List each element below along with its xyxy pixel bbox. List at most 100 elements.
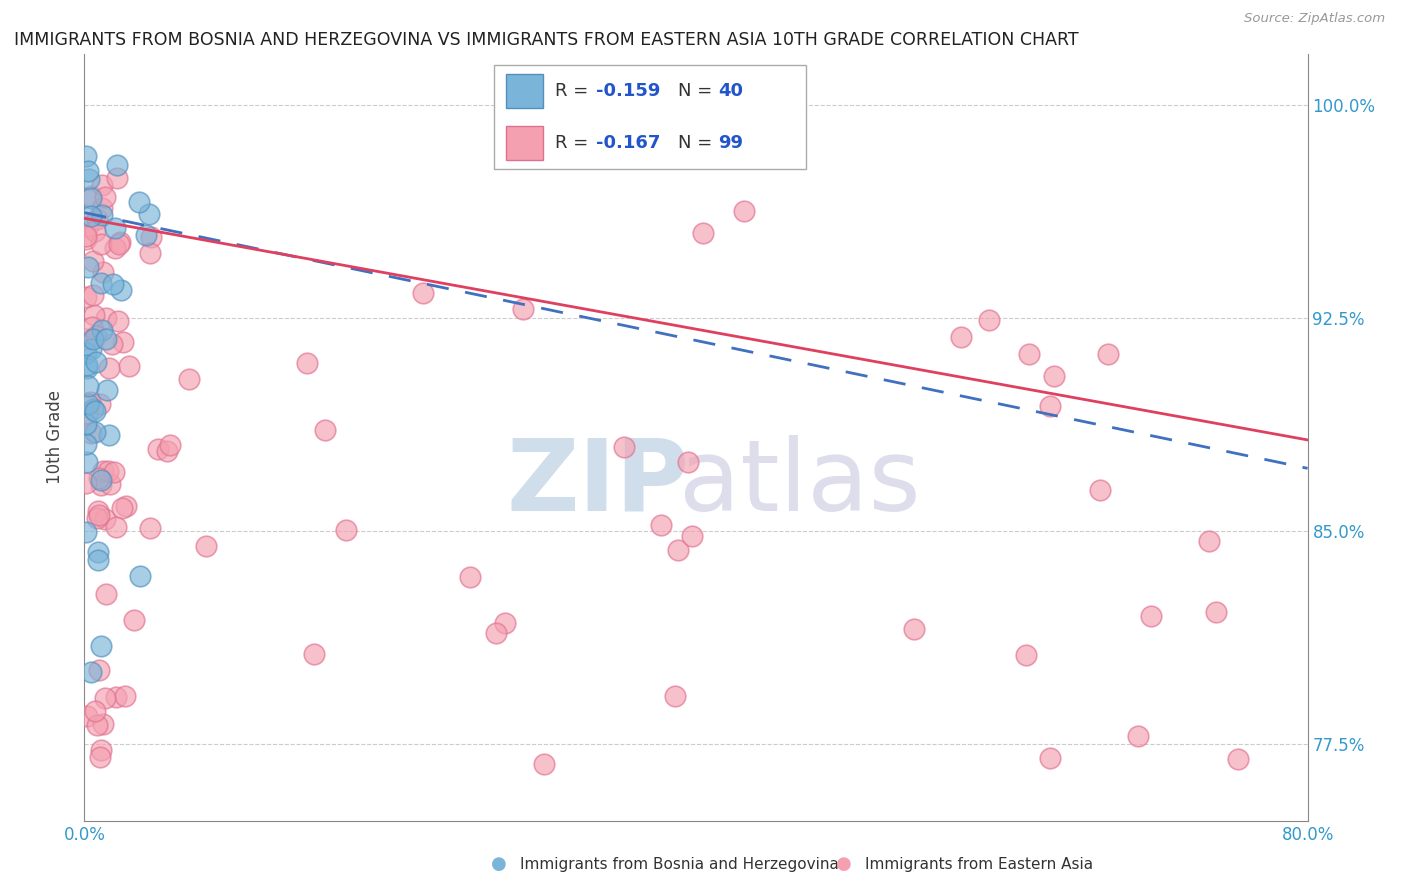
Point <box>1198 534 1220 549</box>
Point <box>128 569 150 583</box>
Point <box>666 543 689 558</box>
Point <box>90 208 112 222</box>
Point <box>87 545 110 559</box>
Point <box>98 361 121 376</box>
Point <box>89 471 111 485</box>
Text: Immigrants from Eastern Asia: Immigrants from Eastern Asia <box>865 857 1092 871</box>
Point <box>75 149 97 163</box>
Point <box>138 521 160 535</box>
Point <box>77 163 100 178</box>
Point <box>1043 369 1066 384</box>
Point <box>90 743 112 757</box>
Point <box>75 437 97 451</box>
Point <box>79 395 101 409</box>
Text: ZIP: ZIP <box>506 434 689 532</box>
Point <box>664 689 686 703</box>
Point <box>114 690 136 704</box>
FancyBboxPatch shape <box>506 126 543 160</box>
Point <box>90 473 112 487</box>
Point <box>83 224 105 238</box>
Point <box>295 356 318 370</box>
Point <box>75 332 97 346</box>
Point <box>75 476 97 491</box>
Point <box>93 691 115 706</box>
Point <box>79 426 101 441</box>
Text: atlas: atlas <box>679 434 921 532</box>
Point <box>1226 752 1249 766</box>
Point <box>94 332 117 346</box>
Point <box>108 235 131 249</box>
Point <box>97 464 120 478</box>
Point <box>110 284 132 298</box>
Point <box>80 319 103 334</box>
Point <box>83 704 105 718</box>
Point <box>950 330 973 344</box>
Point <box>77 396 100 410</box>
Point <box>76 361 98 376</box>
Point <box>302 647 325 661</box>
Point <box>1015 648 1038 662</box>
Point <box>94 310 117 325</box>
Point <box>82 253 104 268</box>
Point <box>314 423 336 437</box>
Point <box>84 404 107 418</box>
Text: Immigrants from Bosnia and Herzegovina: Immigrants from Bosnia and Herzegovina <box>520 857 839 871</box>
Point <box>1088 483 1111 498</box>
Point <box>96 587 118 601</box>
Point <box>335 524 357 538</box>
Point <box>195 539 218 553</box>
Point <box>80 191 103 205</box>
FancyBboxPatch shape <box>506 74 543 108</box>
Point <box>903 623 925 637</box>
Point <box>75 228 97 243</box>
Point <box>98 476 121 491</box>
Point <box>77 171 100 186</box>
Point <box>104 221 127 235</box>
Point <box>977 313 1000 327</box>
Point <box>75 417 97 431</box>
Point <box>104 241 127 255</box>
Point <box>89 750 111 764</box>
Point <box>101 277 124 291</box>
Point <box>86 212 108 227</box>
Point <box>1097 347 1119 361</box>
Point <box>138 207 160 221</box>
Text: Source: ZipAtlas.com: Source: ZipAtlas.com <box>1244 12 1385 25</box>
Point <box>86 552 108 566</box>
Point <box>105 171 128 186</box>
FancyBboxPatch shape <box>494 65 806 169</box>
Point <box>86 511 108 525</box>
Point <box>104 690 127 705</box>
Point <box>135 227 157 242</box>
Point <box>179 372 201 386</box>
Point <box>84 355 107 369</box>
Point <box>79 342 101 356</box>
Point <box>485 626 508 640</box>
Point <box>1128 729 1150 743</box>
Point <box>111 334 134 349</box>
Point <box>105 158 128 172</box>
Text: -0.167: -0.167 <box>596 134 659 152</box>
Point <box>1205 605 1227 619</box>
Point <box>86 718 108 732</box>
Point <box>77 260 100 275</box>
Point <box>1140 608 1163 623</box>
Point <box>613 441 636 455</box>
Point <box>82 402 104 417</box>
Point <box>90 478 112 492</box>
Point <box>1018 347 1040 361</box>
Point <box>681 529 703 543</box>
Point <box>77 219 100 234</box>
Point <box>93 717 115 731</box>
Point <box>94 190 117 204</box>
Point <box>676 455 699 469</box>
Point <box>87 663 110 677</box>
Text: -0.159: -0.159 <box>596 82 659 100</box>
Point <box>90 639 112 653</box>
Point <box>94 512 117 526</box>
Text: ●: ● <box>835 855 852 872</box>
Point <box>107 314 129 328</box>
Point <box>115 500 138 514</box>
Point <box>104 520 127 534</box>
Point <box>118 359 141 374</box>
